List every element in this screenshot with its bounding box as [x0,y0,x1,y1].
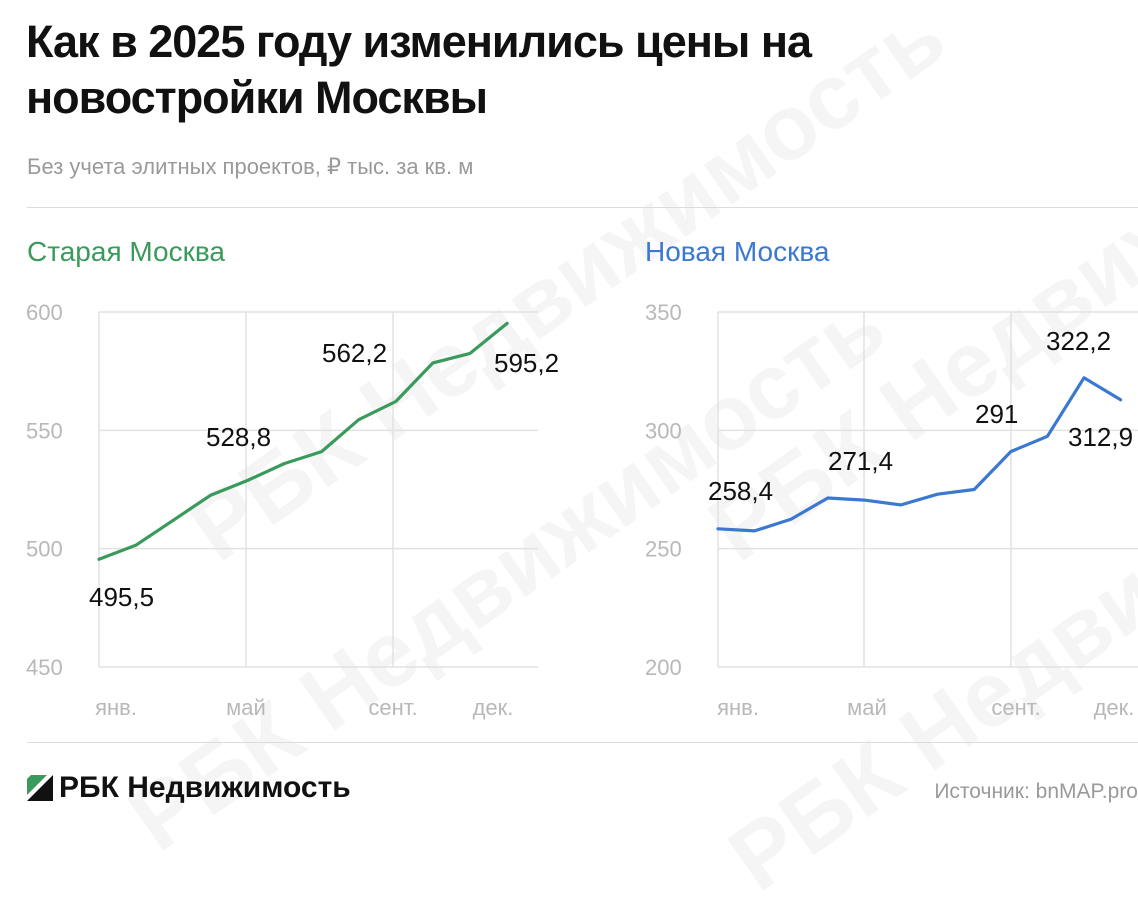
source-note: Источник: bnMAP.pro [934,780,1138,804]
y-tick-label: 350 [645,300,682,325]
data-label: 258,4 [708,476,773,506]
x-tick-label: сент. [991,695,1040,720]
data-label: 271,4 [828,446,893,476]
x-tick-label: дек. [1094,695,1135,720]
divider [27,742,1138,743]
x-tick-label: янв. [717,695,759,720]
data-label: 322,2 [1046,326,1111,356]
y-tick-label: 300 [645,418,682,443]
y-tick-label: 250 [645,537,682,562]
data-label: 312,9 [1068,422,1133,452]
series-line [718,378,1121,531]
y-tick-label: 200 [645,655,682,680]
data-label: 291 [975,399,1018,429]
rbc-logo-icon [27,775,53,801]
chart-new-moscow: 200 250 300 350 янв. май сент. дек. 258,4 271,4 29… [0,0,1138,820]
footer-logo: РБК Недвижимость [27,771,351,805]
footer-brand: РБК Недвижимость [59,771,351,805]
x-tick-label: май [847,695,887,720]
